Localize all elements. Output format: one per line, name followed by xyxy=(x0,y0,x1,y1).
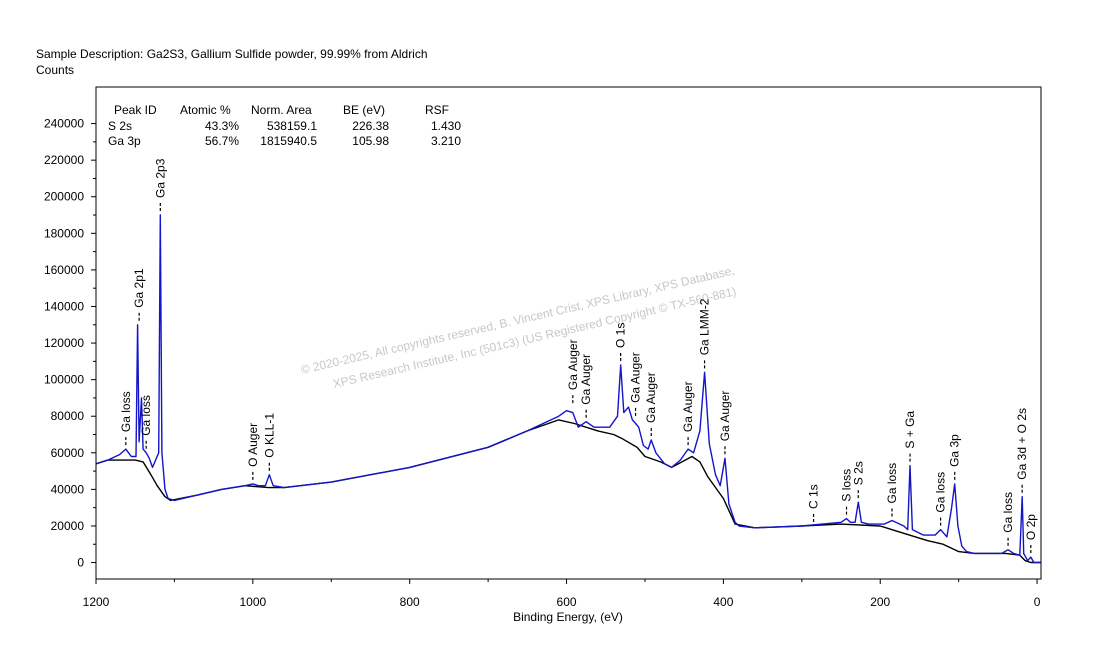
peak-label: Ga 3p xyxy=(948,434,962,467)
peak-annotation: O 1s xyxy=(614,323,628,362)
y-tick-label: 20000 xyxy=(51,519,85,533)
y-tick-label: 140000 xyxy=(44,299,84,313)
peak-annotation: O 2p xyxy=(1024,514,1038,554)
peak-annotation: Ga loss xyxy=(1001,492,1015,546)
spectrum-line xyxy=(95,214,1041,564)
x-tick-label: 200 xyxy=(870,595,890,609)
y-tick-label: 100000 xyxy=(44,373,84,387)
peak-label: Ga 2p1 xyxy=(132,268,146,308)
sample-description: Sample Description: Ga2S3, Gallium Sulfi… xyxy=(36,47,428,61)
peak-annotation: Ga Auger xyxy=(718,391,732,455)
peak-annotations: Ga loss Ga 2p1 Ga loss Ga 2p3 O Auger O KLL-1… xyxy=(119,158,1038,554)
spectrum-series xyxy=(95,214,1041,564)
table-header: Norm. Area xyxy=(251,103,312,117)
peak-annotation: S + Ga xyxy=(903,411,917,462)
peak-annotation: O Auger xyxy=(246,423,260,480)
y-tick-label: 180000 xyxy=(44,226,84,240)
peak-annotation: Ga 2p1 xyxy=(132,268,146,321)
peak-label: Ga Auger xyxy=(644,372,658,423)
table-cell: 105.98 xyxy=(352,134,389,148)
peak-label: O Auger xyxy=(246,423,260,467)
table-cell: 43.3% xyxy=(205,119,239,133)
y-tick-label: 80000 xyxy=(51,409,85,423)
table-cell: 1.430 xyxy=(431,119,461,133)
x-tick-label: 1200 xyxy=(83,595,110,609)
watermark-line-2: XPS Research Institute, Inc (501c3) (US … xyxy=(332,284,738,391)
peak-label: S + Ga xyxy=(903,411,917,449)
x-tick-label: 800 xyxy=(400,595,420,609)
peak-label: Ga 3d + O 2s xyxy=(1015,408,1029,480)
peak-label: Ga LMM-2 xyxy=(698,298,712,355)
x-tick-label: 600 xyxy=(557,595,577,609)
background-line xyxy=(95,419,1041,564)
peak-annotation: Ga loss xyxy=(119,391,133,446)
table-cell: 56.7% xyxy=(205,134,239,148)
peak-annotation: S 2s xyxy=(851,461,865,499)
table-header: Peak ID xyxy=(114,103,157,117)
x-tick-label: 0 xyxy=(1034,595,1041,609)
table-cell: 1815940.5 xyxy=(260,134,317,148)
peak-annotation: Ga LMM-2 xyxy=(698,298,712,369)
peak-label: Ga Auger xyxy=(629,352,643,403)
peak-label: O 2p xyxy=(1024,514,1038,540)
peak-label: O 1s xyxy=(614,323,628,348)
table-cell: 226.38 xyxy=(352,119,389,133)
peak-label: Ga Auger xyxy=(718,391,732,442)
peak-annotation: Ga Auger xyxy=(629,352,643,416)
peak-label: Ga loss xyxy=(934,472,948,513)
x-tick-label: 1000 xyxy=(239,595,266,609)
y-tick-label: 200000 xyxy=(44,190,84,204)
peak-label: Ga loss xyxy=(139,395,153,436)
peak-annotation: C 1s xyxy=(807,484,821,522)
y-tick-label: 120000 xyxy=(44,336,84,350)
y-tick-label: 0 xyxy=(77,556,84,570)
peak-label: Ga loss xyxy=(119,391,133,432)
y-tick-label: 160000 xyxy=(44,263,84,277)
table-cell: 3.210 xyxy=(431,134,461,148)
peak-annotation: Ga Auger xyxy=(681,381,695,446)
peak-label: Ga loss xyxy=(885,463,899,504)
table-cell: 538159.1 xyxy=(267,119,317,133)
peak-label: Ga Auger xyxy=(579,354,593,405)
peak-annotation: Ga loss xyxy=(934,472,948,526)
watermark-line-1: © 2020-2025, All copyrights reserved, B.… xyxy=(300,263,736,377)
peak-label: Ga 2p3 xyxy=(153,158,167,198)
y-unit-label: Counts xyxy=(36,63,75,77)
peak-label: O KLL-1 xyxy=(262,413,276,458)
x-tick-label: 400 xyxy=(713,595,733,609)
x-axis-label: Binding Energy, (eV) xyxy=(513,610,623,624)
quantification-table: Peak ID Atomic % Norm. Area BE (eV) RSF S 2s 4… xyxy=(108,103,461,148)
y-tick-label: 240000 xyxy=(44,117,84,131)
copyright-watermark: © 2020-2025, All copyrights reserved, B.… xyxy=(300,263,738,391)
peak-annotation: Ga 3p xyxy=(948,434,962,480)
peak-label: C 1s xyxy=(807,484,821,509)
peak-label: Ga loss xyxy=(1001,492,1015,533)
y-tick-label: 40000 xyxy=(51,482,85,496)
table-cell: S 2s xyxy=(108,119,132,133)
peak-label: S 2s xyxy=(851,461,865,485)
peak-label: Ga Auger xyxy=(566,339,580,390)
y-tick-label: 220000 xyxy=(44,153,84,167)
peak-label: Ga Auger xyxy=(681,381,695,432)
peak-annotation: Ga 3d + O 2s xyxy=(1015,408,1029,493)
y-tick-label: 60000 xyxy=(51,446,85,460)
peak-label: S loss xyxy=(840,469,854,502)
table-header: Atomic % xyxy=(180,103,231,117)
peak-annotation: Ga loss xyxy=(885,463,899,517)
axis-ticks: 1200 1000 800 600 400 200 00200004000060000800… xyxy=(44,117,1041,609)
plot-frame xyxy=(95,86,1042,580)
peak-annotation: Ga Auger xyxy=(579,354,593,418)
peak-annotation: S loss xyxy=(840,469,854,515)
table-cell: Ga 3p xyxy=(108,134,141,148)
peak-annotation: Ga Auger xyxy=(566,339,580,404)
peak-annotation: O KLL-1 xyxy=(262,413,276,471)
peak-annotation: Ga Auger xyxy=(644,372,658,436)
table-header: RSF xyxy=(425,103,449,117)
peak-annotation: Ga 2p3 xyxy=(153,158,167,212)
table-header: BE (eV) xyxy=(343,103,385,117)
peak-annotation: Ga loss xyxy=(139,395,153,449)
